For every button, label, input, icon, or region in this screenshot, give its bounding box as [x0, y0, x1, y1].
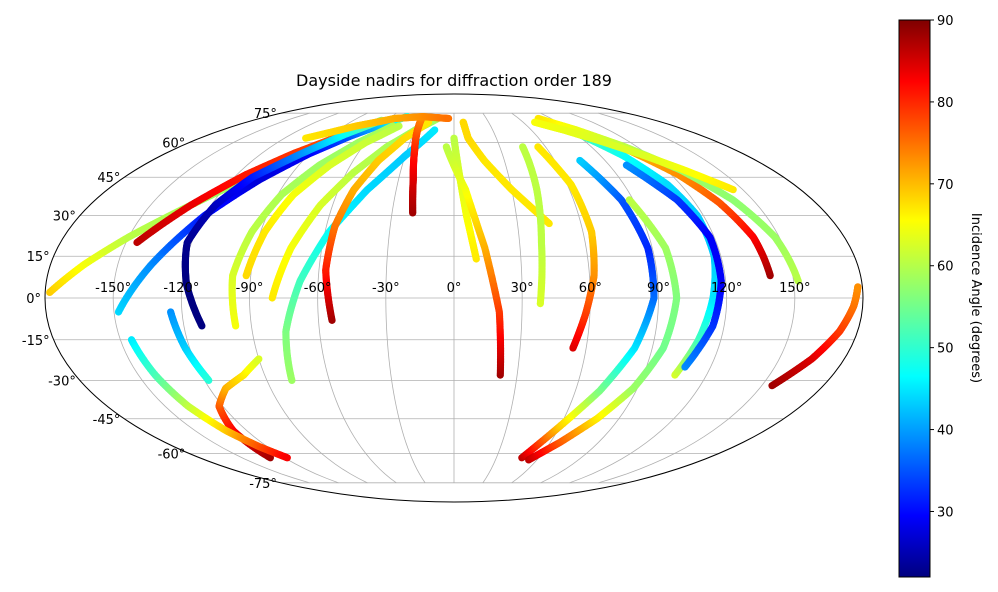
lon-gridline: [112, 112, 310, 484]
data-point: [622, 161, 631, 169]
lon-gridline: [180, 112, 339, 484]
data-point: [459, 118, 467, 126]
data-point: [431, 126, 439, 134]
data-point: [519, 143, 527, 151]
lon-gridline: [598, 112, 796, 484]
data-point: [395, 122, 403, 130]
lon-gridline: [482, 112, 523, 484]
data-point: [283, 454, 291, 462]
lon-gridline: [249, 112, 368, 484]
data-point: [450, 134, 458, 142]
map-grid: [45, 112, 863, 484]
chart-title: Dayside nadirs for diffraction order 189: [296, 71, 612, 90]
data-point: [255, 355, 263, 363]
data-point: [442, 143, 450, 151]
data-point: [625, 196, 633, 204]
data-points: [46, 113, 862, 464]
lon-gridline: [317, 112, 397, 484]
data-point: [534, 143, 542, 151]
lon-gridline: [540, 112, 659, 484]
lon-gridline: [385, 112, 426, 484]
data-point: [576, 156, 584, 165]
data-point: [205, 376, 213, 385]
